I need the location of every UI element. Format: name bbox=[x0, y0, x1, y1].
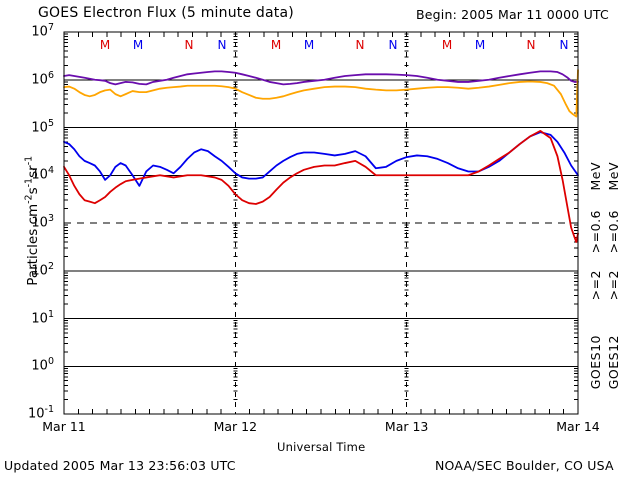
legend-goes10-energy-2: >=2 bbox=[588, 270, 603, 301]
plot-frame bbox=[63, 31, 579, 415]
legend-goes10-energy-06: >=0.6 bbox=[588, 210, 603, 254]
y-tick-base: 10 bbox=[31, 358, 48, 374]
x-axis-title: Universal Time bbox=[277, 440, 366, 454]
series-line bbox=[63, 69, 579, 118]
legend-goes10-unit: MeV bbox=[588, 162, 603, 191]
y-tick-base: 10 bbox=[31, 167, 48, 183]
legend-goes12-unit: MeV bbox=[606, 162, 621, 191]
updated-timestamp: Updated 2005 Mar 13 23:56:03 UTC bbox=[4, 458, 236, 473]
y-tick-label: 10-1 bbox=[8, 404, 54, 421]
flare-flag: N bbox=[355, 38, 365, 52]
flare-flag: M bbox=[474, 38, 486, 52]
y-tick-exponent: -1 bbox=[44, 404, 54, 415]
legend-goes10-satellite: GOES10 bbox=[588, 335, 603, 390]
y-tick-exponent: 4 bbox=[47, 165, 54, 177]
y-tick-base: 10 bbox=[31, 215, 48, 231]
series-line bbox=[63, 70, 579, 86]
y-tick-exponent: 0 bbox=[47, 356, 54, 368]
y-tick-exponent: 2 bbox=[47, 260, 54, 272]
flare-flag: M bbox=[132, 38, 144, 52]
page-title: GOES Electron Flux (5 minute data) bbox=[38, 5, 294, 21]
y-tick-exponent: 6 bbox=[47, 69, 54, 81]
y-tick-base: 10 bbox=[31, 119, 48, 135]
legend-goes12-satellite: GOES12 bbox=[606, 335, 621, 390]
y-tick-label: 104 bbox=[8, 165, 54, 182]
flare-flag: N bbox=[217, 38, 227, 52]
y-tick-base: 10 bbox=[27, 406, 45, 422]
y-tick-exponent: 1 bbox=[47, 308, 54, 320]
flare-flag: M bbox=[303, 38, 315, 52]
begin-time-label: Begin: 2005 Mar 11 0000 UTC bbox=[416, 7, 609, 22]
flare-flag: N bbox=[388, 38, 398, 52]
y-tick-exponent: 7 bbox=[47, 22, 54, 33]
y-tick-label: 102 bbox=[8, 261, 54, 278]
y-tick-base: 10 bbox=[31, 263, 48, 279]
y-tick-base: 10 bbox=[31, 310, 48, 326]
y-tick-label: 100 bbox=[8, 356, 54, 373]
y-tick-base: 10 bbox=[31, 72, 48, 88]
x-tick-label: Mar 14 bbox=[556, 419, 600, 434]
flare-flag: N bbox=[559, 38, 569, 52]
credit-label: NOAA/SEC Boulder, CO USA bbox=[435, 458, 614, 473]
legend-goes12-energy-06: >=0.6 bbox=[606, 210, 621, 254]
y-tick-label: 105 bbox=[8, 118, 54, 135]
series-line bbox=[63, 129, 579, 243]
y-tick-label: 106 bbox=[8, 70, 54, 87]
flare-flag: M bbox=[99, 38, 111, 52]
flare-flag: M bbox=[441, 38, 453, 52]
x-tick-label: Mar 11 bbox=[42, 419, 86, 434]
legend-goes12-energy-2: >=2 bbox=[606, 270, 621, 301]
y-tick-exponent: 3 bbox=[47, 213, 54, 224]
y-tick-label: 101 bbox=[8, 309, 54, 326]
y-tick-label: 107 bbox=[8, 22, 54, 39]
y-tick-base: 10 bbox=[31, 24, 48, 40]
x-tick-label: Mar 13 bbox=[384, 419, 429, 434]
x-tick-label: Mar 12 bbox=[213, 419, 258, 434]
y-tick-label: 103 bbox=[8, 213, 54, 230]
flare-flag: M bbox=[270, 38, 282, 52]
flare-flag: N bbox=[526, 38, 536, 52]
y-tick-exponent: 5 bbox=[47, 117, 54, 129]
flare-flag: N bbox=[184, 38, 194, 52]
